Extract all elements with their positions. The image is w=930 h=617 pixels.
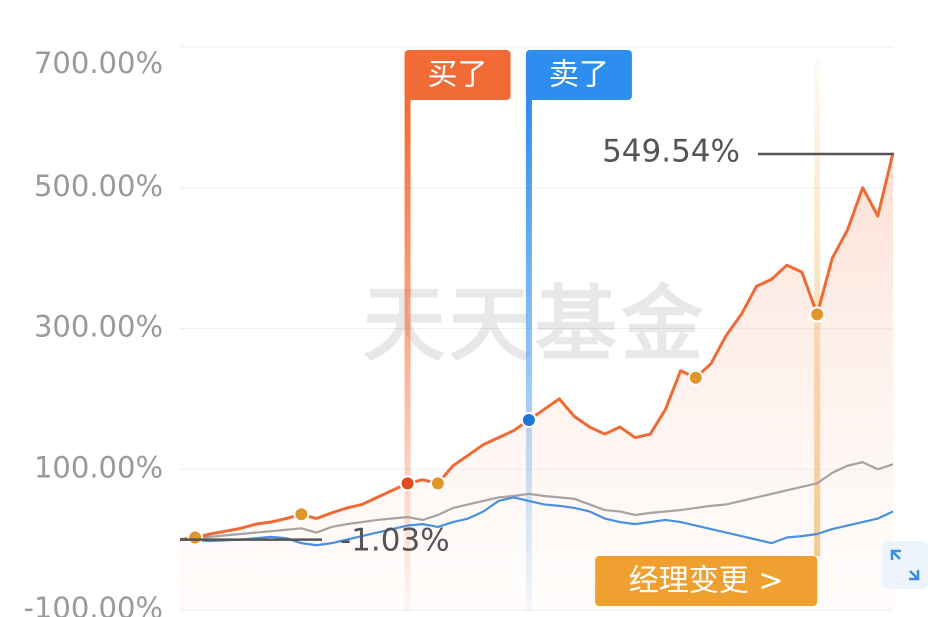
y-tick-label: 700.00% — [34, 46, 163, 80]
event-point — [520, 411, 537, 428]
event-point — [429, 475, 446, 492]
series-line — [179, 496, 894, 547]
series-line — [179, 461, 894, 541]
event-point — [687, 369, 704, 386]
first-value: -1.03% — [340, 523, 450, 559]
event-point — [399, 475, 416, 492]
event-point — [187, 529, 204, 546]
watermark: 天天基金 — [363, 277, 707, 372]
label-text: 买了 — [428, 58, 488, 93]
event-line — [404, 98, 411, 612]
y-tick-label: 100.00% — [34, 450, 163, 484]
event-line — [525, 98, 532, 612]
label-text: 卖了 — [549, 58, 609, 93]
last-value: 549.54% — [602, 134, 740, 170]
y-tick-label: 500.00% — [34, 169, 163, 203]
y-tick-label: 300.00% — [34, 310, 163, 344]
expand-icon[interactable] — [882, 541, 928, 589]
event-point — [809, 306, 826, 323]
y-tick-label: -100.00% — [24, 591, 164, 617]
label-text: 经理变更 > — [629, 564, 784, 599]
label-box — [595, 556, 818, 606]
label-box — [404, 50, 511, 100]
label-box — [525, 50, 632, 100]
plot: 700.00% 500.00% 300.00% 100.00% -100.00% 天天基金… — [24, 46, 895, 617]
event-point — [293, 506, 310, 523]
area — [180, 152, 893, 610]
